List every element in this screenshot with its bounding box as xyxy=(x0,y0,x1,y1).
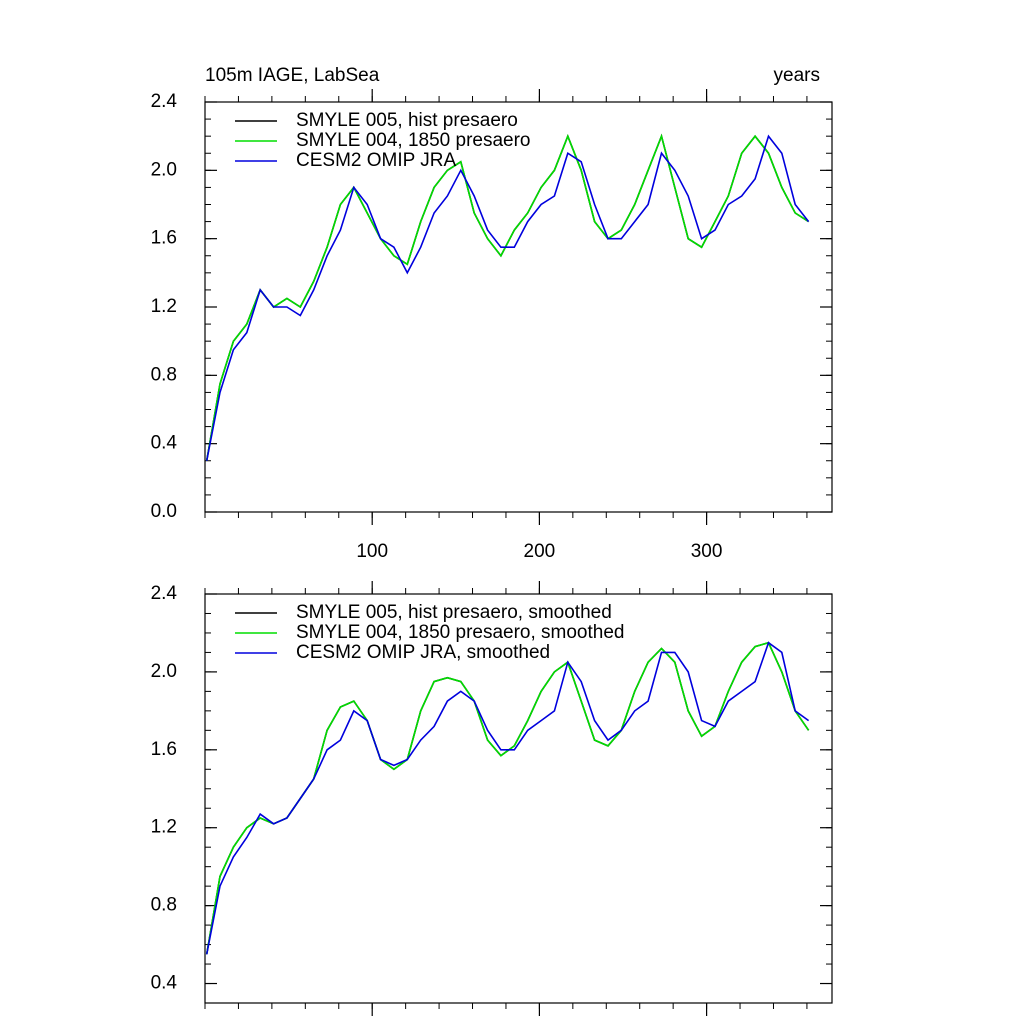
x-tick-label: 300 xyxy=(691,541,723,562)
x-tick-label: 200 xyxy=(524,541,556,562)
y-tick-label: 1.6 xyxy=(151,228,177,249)
y-tick-label: 0.8 xyxy=(151,895,177,916)
legend-label: CESM2 OMIP JRA, smoothed xyxy=(296,642,550,663)
y-tick-label: 2.4 xyxy=(151,583,178,604)
y-tick-label: 1.6 xyxy=(151,739,177,760)
y-tick-label: 2.0 xyxy=(151,159,177,180)
legend-label: SMYLE 004, 1850 presaero xyxy=(296,130,531,151)
y-tick-label: 2.4 xyxy=(151,91,178,112)
y-tick-label: 0.4 xyxy=(151,433,178,454)
legend-label: SMYLE 005, hist presaero xyxy=(296,110,518,131)
y-tick-label: 1.2 xyxy=(151,817,177,838)
y-tick-label: 0.8 xyxy=(151,364,177,385)
series-line xyxy=(205,133,810,461)
y-tick-label: 1.2 xyxy=(151,296,177,317)
chart-title: 105m IAGE, LabSea xyxy=(205,65,380,86)
y-tick-label: 2.0 xyxy=(151,661,177,682)
x-tick-label: 100 xyxy=(356,541,388,562)
legend-label: SMYLE 004, 1850 presaero, smoothed xyxy=(296,622,624,643)
series-line xyxy=(205,133,810,461)
legend-label: SMYLE 005, hist presaero, smoothed xyxy=(296,602,612,623)
y-tick-label: 0.4 xyxy=(151,973,178,994)
y-tick-label: 0.0 xyxy=(151,501,177,522)
series-line xyxy=(205,641,810,955)
plot-frame xyxy=(204,593,833,1004)
series-line xyxy=(205,641,810,955)
series-line xyxy=(205,641,810,955)
legend-label: CESM2 OMIP JRA xyxy=(296,150,456,171)
axis-label: years xyxy=(774,65,820,86)
series-line xyxy=(205,134,810,461)
